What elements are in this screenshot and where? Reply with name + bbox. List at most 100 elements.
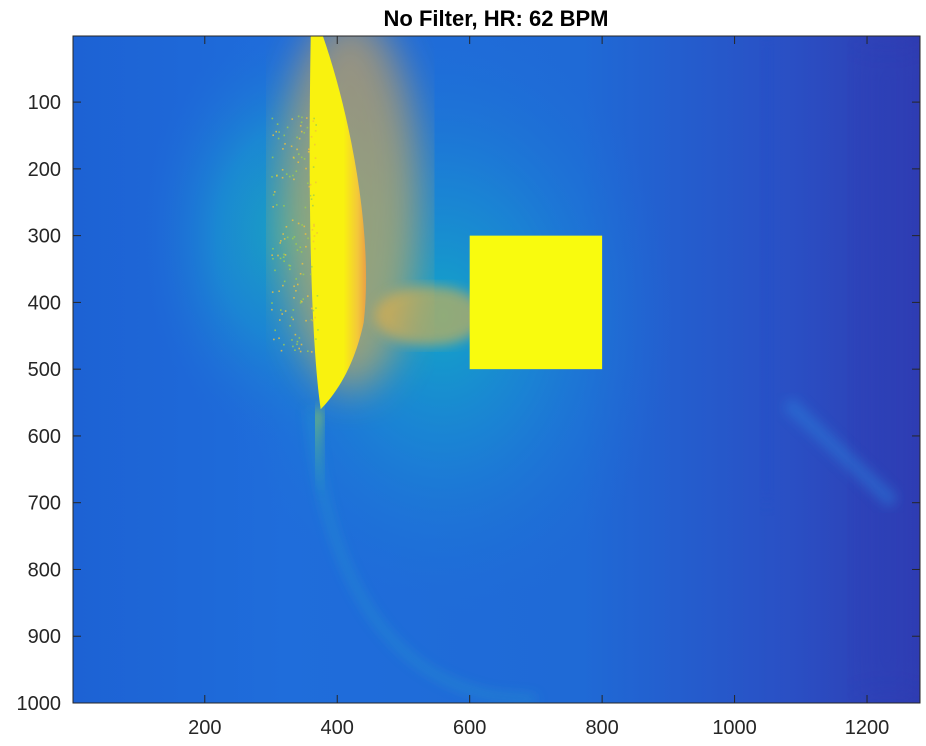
heatmap-speckle xyxy=(286,173,288,175)
heatmap-speckle xyxy=(297,161,299,163)
heatmap-speckle xyxy=(283,260,285,262)
heatmap-vertical-structure xyxy=(761,36,773,503)
heatmap-speckle xyxy=(311,351,313,353)
heatmap-speckle xyxy=(303,274,305,276)
heatmap-speckle xyxy=(301,251,303,253)
y-tick-label: 800 xyxy=(28,559,61,581)
heatmap-speckle xyxy=(317,295,319,297)
roi-box xyxy=(470,236,602,370)
heatmap-speckle xyxy=(287,237,289,239)
heatmap-speckle xyxy=(314,248,316,250)
heatmap-speckle xyxy=(301,131,303,133)
heatmap-speckle xyxy=(281,313,283,315)
heatmap-speckle xyxy=(283,256,285,258)
heatmap-speckle xyxy=(272,157,274,159)
heatmap-speckle xyxy=(298,348,300,350)
heatmap-speckle xyxy=(289,176,291,178)
heatmap-speckle xyxy=(272,134,274,136)
heatmap-speckle xyxy=(276,204,278,206)
heatmap-speckle xyxy=(300,273,302,275)
heatmap-speckle xyxy=(311,266,313,268)
heatmap-speckle xyxy=(274,191,276,193)
heatmap-speckle xyxy=(277,123,279,125)
heatmap-speckle xyxy=(291,145,293,147)
heatmap-speckle xyxy=(310,184,312,186)
heatmap-speckle xyxy=(282,233,284,235)
heatmap-speckle xyxy=(300,351,302,353)
heatmap-speckle xyxy=(305,168,307,170)
heatmap-speckle xyxy=(273,339,275,341)
heatmap-speckle xyxy=(304,158,306,160)
heatmap-speckle xyxy=(283,344,285,346)
heatmap-speckle xyxy=(315,338,317,340)
heatmap-speckle xyxy=(315,157,317,159)
heatmap-speckle xyxy=(307,350,309,352)
heatmap-speckle xyxy=(297,249,299,251)
y-tick-label: 600 xyxy=(28,426,61,448)
heatmap-speckle xyxy=(292,219,294,221)
heatmap-speckle xyxy=(315,307,317,309)
x-tick-label: 400 xyxy=(321,717,354,739)
heatmap-speckle xyxy=(296,137,298,139)
heatmap-speckle xyxy=(311,136,313,138)
heatmap-speckle xyxy=(292,319,294,321)
heatmap-warm-spot xyxy=(375,286,485,346)
y-tick-label: 300 xyxy=(28,226,61,248)
heatmap-speckle xyxy=(316,232,318,234)
y-tick-label: 200 xyxy=(28,159,61,181)
heatmap-speckle xyxy=(295,278,297,280)
heatmap-speckle xyxy=(278,131,280,133)
heatmap-speckle xyxy=(307,295,309,297)
heatmap-speckle xyxy=(282,285,284,287)
heatmap-speckle xyxy=(301,121,303,123)
y-tick-label: 700 xyxy=(28,493,61,515)
heatmap-speckle xyxy=(310,195,312,197)
heatmap-speckle xyxy=(280,240,282,242)
heatmap-speckle xyxy=(311,198,313,200)
heatmap-speckle xyxy=(293,297,295,299)
heatmap-speckle xyxy=(285,254,287,256)
heatmap-speckle xyxy=(313,310,315,312)
heatmap-speckle xyxy=(302,298,304,300)
heatmap-speckle xyxy=(300,246,302,248)
heatmap-speckle xyxy=(284,238,286,240)
heatmap-speckle xyxy=(272,258,274,260)
heatmap-speckle xyxy=(305,207,307,209)
heatmap-speckle xyxy=(283,205,285,207)
x-tick-label: 600 xyxy=(453,717,486,739)
heatmap-speckle xyxy=(272,118,274,120)
heatmap-speckle xyxy=(279,242,281,244)
heatmap-speckle xyxy=(271,302,273,304)
heatmap-speckle xyxy=(272,291,274,293)
heatmap-speckle xyxy=(295,170,297,172)
heatmap-speckle xyxy=(313,241,315,243)
y-tick-label: 900 xyxy=(28,626,61,648)
heatmap-speckle xyxy=(300,125,302,127)
heatmap-speckle xyxy=(313,118,315,120)
heatmap-speckle xyxy=(283,135,285,137)
heatmap-speckle xyxy=(312,320,314,322)
heatmap-speckle xyxy=(289,325,291,327)
heatmap-speckle xyxy=(315,182,317,184)
heatmap-speckle xyxy=(301,224,303,226)
heatmap-speckle xyxy=(291,316,293,318)
heatmap-speckle xyxy=(307,127,309,129)
heatmap-speckle xyxy=(311,319,313,321)
plot-area xyxy=(73,12,920,703)
heatmap-speckle xyxy=(278,290,280,292)
heatmap-speckle xyxy=(295,334,297,336)
heatmap-speckle xyxy=(271,176,273,178)
heatmap-speckle xyxy=(315,124,317,126)
heatmap-right-edge xyxy=(854,36,920,703)
heatmap-speckle xyxy=(313,120,315,122)
heatmap-speckle xyxy=(295,243,297,245)
heatmap-speckle xyxy=(275,131,277,133)
heatmap-speckle xyxy=(309,186,311,188)
heatmap-speckle xyxy=(284,143,286,145)
heatmap-speckle xyxy=(298,223,300,225)
heatmap-speckle xyxy=(313,225,315,227)
heatmap-speckle xyxy=(306,117,308,119)
heatmap-speckle xyxy=(288,265,290,267)
heatmap-speckle xyxy=(274,270,276,272)
heatmap-speckle xyxy=(299,337,301,339)
